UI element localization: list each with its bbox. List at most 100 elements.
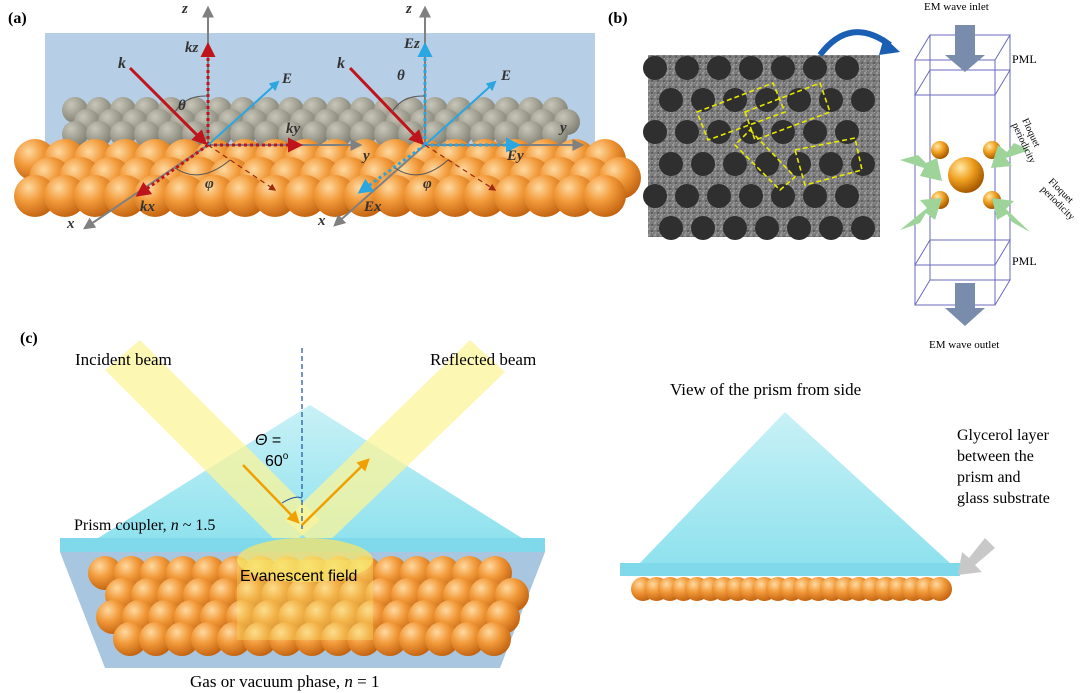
pml-top-label: PML [1012,52,1037,66]
floquet-arrows [900,143,1030,232]
substrate-particle [477,622,511,656]
orange-particle [104,175,146,217]
substrate-particle [347,622,381,656]
sem-pore [659,88,683,112]
substrate-particle [243,622,277,656]
phi-arc-right [394,159,449,176]
sem-pore [851,152,875,176]
glycerol-label-3: prism and [957,469,1021,486]
reflected-ray [301,458,370,526]
em-outlet-label: EM wave outlet [929,339,999,351]
ey-label: Ey [506,148,524,164]
left-vector-set: z y x k kz ky kx E θ φ [66,1,370,232]
sem-pore [771,120,795,144]
sem-pore [851,88,875,112]
sem-pore [803,120,827,144]
substrate-particle [217,622,251,656]
panel-a-label: (a) [8,10,27,27]
theta-label-left: θ [178,98,186,114]
substrate-particle [425,622,459,656]
sem-pore [707,120,731,144]
theta-arc-right [391,95,426,113]
orange-particle [494,175,536,217]
sem-pore [739,56,763,80]
orange-particle [164,175,206,217]
sem-pore [675,56,699,80]
incident-beam-label: Incident beam [75,350,172,369]
glycerol-label-2: between the [957,448,1034,465]
phi-projection-left [207,144,277,191]
panel-b-label: (b) [608,10,628,27]
curved-arrow [817,29,892,57]
evanescent-field [237,560,373,640]
orange-particle-layer [14,139,641,217]
sem-pore [643,184,667,208]
phi-label-left: φ [205,176,214,192]
theta-label-right: θ [397,68,405,84]
sem-pore [835,184,859,208]
sem-pore [691,88,715,112]
substrate-particle [373,622,407,656]
evanescent-label: Evanescent field [240,568,357,585]
x-label-left: x [66,216,75,232]
substrate-particle [191,622,225,656]
orange-particle [584,175,626,217]
substrate-particle [165,622,199,656]
prism-triangle [95,405,525,540]
substrate-particle [399,622,433,656]
reflected-beam-label: Reflected beam [430,350,536,369]
sem-pore [675,184,699,208]
unit-cell-sphere [948,157,984,193]
substrate-particle [451,622,485,656]
ky-label: ky [286,121,301,137]
side-particle [928,577,952,601]
sem-pore [787,216,811,240]
theta-arc-left [174,95,209,113]
sem-pore [691,216,715,240]
phi-projection-right [424,144,497,191]
kx-label: kx [140,199,156,215]
unit-cell-particles [931,141,1001,209]
sem-pore [643,120,667,144]
k-label-left: k [118,55,126,72]
sem-pore [819,216,843,240]
pml-bottom-label: PML [1012,254,1037,268]
sem-pore [723,152,747,176]
phi-label-right: φ [423,176,432,192]
sem-pore [803,56,827,80]
sem-pore [755,216,779,240]
panel-b: (b) [608,1,1077,351]
gray-particle-layer [62,97,580,147]
panel-a: (a) z y x k kz ky kx E θ φ [8,1,641,232]
orange-particle [374,175,416,217]
x-label-right: x [317,213,326,229]
angle-label: Θ = [255,432,281,449]
kx-vector [135,143,209,197]
sem-pore [691,152,715,176]
prism-label: Prism coupler, n ~ 1.5 [74,517,215,534]
incident-ray [242,464,300,524]
side-prism [640,412,950,563]
floquet-label-1: Floquet periodicity [1009,117,1042,166]
substrate-particle [113,622,147,656]
sem-pore [707,184,731,208]
orange-particle [254,175,296,217]
e-label-right: E [500,68,511,84]
orange-particle [284,175,326,217]
orange-particle [194,175,236,217]
orange-particle [434,175,476,217]
kz-label: kz [185,40,199,56]
glycerol-label-1: Glycerol layer [957,427,1050,444]
sem-pore [675,120,699,144]
ex-vector [357,143,426,194]
z-label-right: z [405,1,412,17]
glycerol-label-4: glass substrate [957,490,1050,507]
z-label-left: z [181,1,188,17]
sem-pore [819,88,843,112]
gas-label: Gas or vacuum phase, n = 1 [190,672,379,691]
sem-pore [835,56,859,80]
orange-particle [224,175,266,217]
ez-label: Ez [403,36,420,52]
sem-pore [723,216,747,240]
glycerol-arrow [958,538,995,575]
